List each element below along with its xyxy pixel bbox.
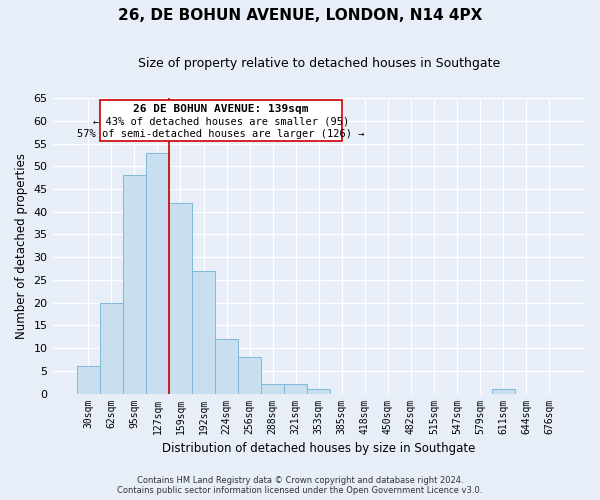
Bar [238,357,261,394]
Bar [123,176,146,394]
Bar [215,339,238,394]
Bar [77,366,100,394]
FancyBboxPatch shape [100,100,342,141]
X-axis label: Distribution of detached houses by size in Southgate: Distribution of detached houses by size … [162,442,475,455]
Bar [261,384,284,394]
Bar [284,384,307,394]
Text: Contains HM Land Registry data © Crown copyright and database right 2024.
Contai: Contains HM Land Registry data © Crown c… [118,476,482,495]
Text: ← 43% of detached houses are smaller (95): ← 43% of detached houses are smaller (95… [92,116,349,126]
Text: 57% of semi-detached houses are larger (126) →: 57% of semi-detached houses are larger (… [77,129,365,139]
Text: 26, DE BOHUN AVENUE, LONDON, N14 4PX: 26, DE BOHUN AVENUE, LONDON, N14 4PX [118,8,482,22]
Bar [491,389,515,394]
Text: 26 DE BOHUN AVENUE: 139sqm: 26 DE BOHUN AVENUE: 139sqm [133,104,308,114]
Y-axis label: Number of detached properties: Number of detached properties [15,153,28,339]
Bar [169,202,192,394]
Bar [192,271,215,394]
Bar [100,302,123,394]
Bar [307,389,330,394]
Title: Size of property relative to detached houses in Southgate: Size of property relative to detached ho… [137,58,500,70]
Bar [146,152,169,394]
